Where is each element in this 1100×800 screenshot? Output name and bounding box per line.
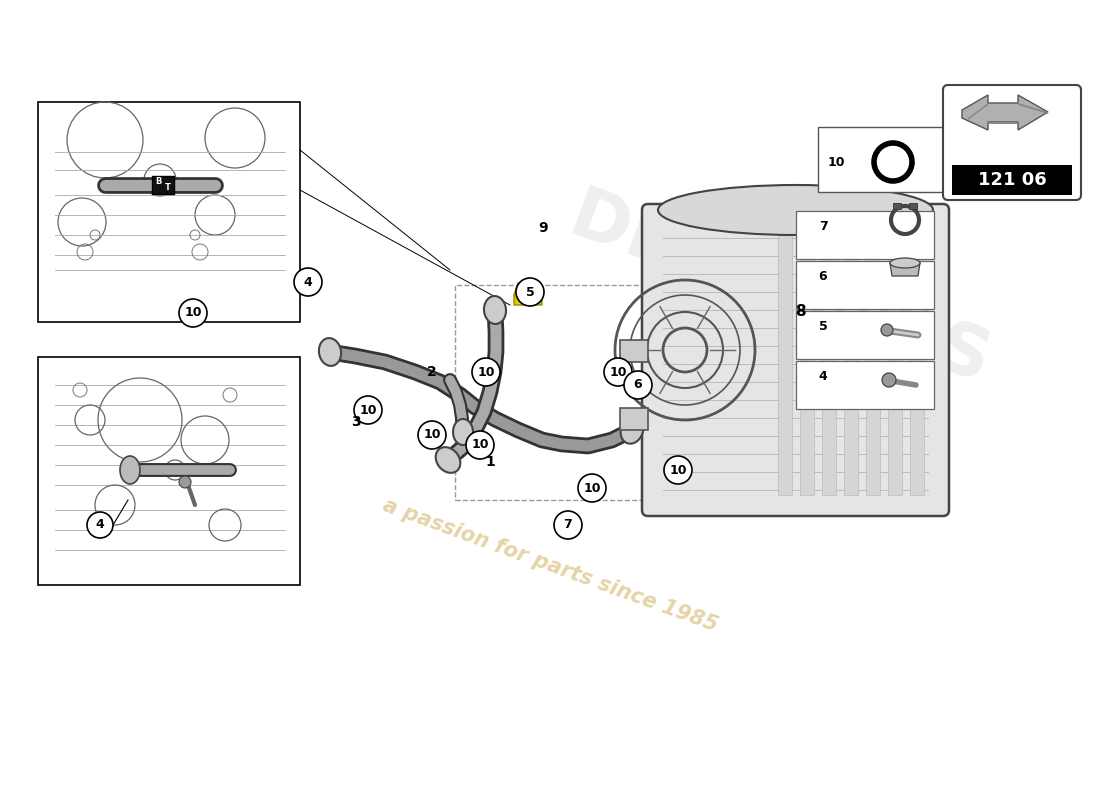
- Circle shape: [554, 511, 582, 539]
- Text: 6: 6: [634, 378, 642, 391]
- Text: 4: 4: [304, 275, 312, 289]
- Text: 1: 1: [485, 455, 495, 469]
- Text: 121 06: 121 06: [978, 171, 1046, 189]
- Bar: [620, 408, 648, 430]
- Text: 5: 5: [526, 286, 535, 298]
- Text: 10: 10: [583, 482, 601, 494]
- Bar: [818, 127, 946, 192]
- Bar: [796, 311, 934, 359]
- Circle shape: [881, 324, 893, 336]
- Polygon shape: [890, 263, 920, 276]
- Bar: [778, 225, 792, 495]
- Polygon shape: [962, 95, 1048, 130]
- Bar: [796, 211, 934, 259]
- Text: 7: 7: [563, 518, 572, 531]
- Text: 2: 2: [427, 365, 437, 379]
- Text: 10: 10: [609, 366, 627, 378]
- Bar: [796, 261, 934, 309]
- Polygon shape: [152, 176, 174, 194]
- Text: 9: 9: [538, 221, 548, 235]
- Ellipse shape: [436, 447, 460, 473]
- Bar: [844, 225, 858, 495]
- Circle shape: [466, 431, 494, 459]
- Ellipse shape: [620, 416, 644, 444]
- Text: T: T: [165, 183, 170, 193]
- Text: 10: 10: [669, 463, 686, 477]
- Circle shape: [882, 373, 896, 387]
- Text: 10: 10: [477, 366, 495, 378]
- Text: a passion for parts since 1985: a passion for parts since 1985: [379, 495, 720, 635]
- Text: 10: 10: [360, 403, 376, 417]
- Text: 10: 10: [185, 306, 201, 319]
- Circle shape: [472, 358, 500, 386]
- Bar: [909, 203, 917, 209]
- FancyBboxPatch shape: [943, 85, 1081, 200]
- Text: 10: 10: [828, 155, 846, 169]
- Text: B: B: [155, 178, 162, 186]
- Bar: [952, 165, 1072, 195]
- Bar: [39, 102, 300, 322]
- Ellipse shape: [120, 456, 140, 484]
- Ellipse shape: [484, 296, 506, 324]
- Circle shape: [418, 421, 446, 449]
- Text: 3: 3: [351, 415, 361, 429]
- Text: 10: 10: [424, 429, 441, 442]
- Bar: [888, 225, 902, 495]
- Bar: [822, 225, 836, 495]
- Bar: [866, 225, 880, 495]
- Text: 4: 4: [818, 370, 827, 383]
- Circle shape: [179, 299, 207, 327]
- Bar: [455, 285, 660, 500]
- Bar: [910, 225, 924, 495]
- Polygon shape: [968, 103, 1048, 124]
- Circle shape: [516, 278, 544, 306]
- Bar: [39, 357, 300, 585]
- Circle shape: [624, 371, 652, 399]
- Circle shape: [87, 512, 113, 538]
- Bar: [800, 225, 814, 495]
- Circle shape: [664, 456, 692, 484]
- Text: 4: 4: [96, 518, 104, 531]
- Polygon shape: [514, 283, 542, 305]
- Circle shape: [578, 474, 606, 502]
- Circle shape: [604, 358, 632, 386]
- Text: 6: 6: [818, 270, 827, 283]
- Circle shape: [179, 476, 191, 488]
- FancyBboxPatch shape: [642, 204, 949, 516]
- Text: DIOSPITOS: DIOSPITOS: [560, 182, 1000, 398]
- Circle shape: [354, 396, 382, 424]
- Ellipse shape: [453, 419, 473, 445]
- Text: 10: 10: [471, 438, 488, 451]
- Ellipse shape: [658, 185, 933, 235]
- Ellipse shape: [890, 258, 920, 268]
- Ellipse shape: [319, 338, 341, 366]
- Text: 7: 7: [818, 221, 827, 234]
- Text: 8: 8: [794, 305, 805, 319]
- Bar: [796, 361, 934, 409]
- Text: 5: 5: [818, 321, 827, 334]
- Bar: [620, 340, 648, 362]
- Bar: [893, 203, 901, 209]
- Circle shape: [294, 268, 322, 296]
